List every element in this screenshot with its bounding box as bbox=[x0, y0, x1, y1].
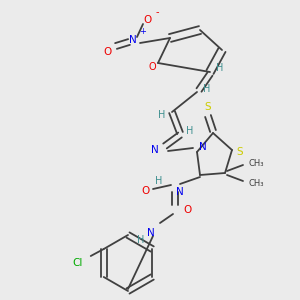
Text: N: N bbox=[129, 35, 137, 45]
Text: O: O bbox=[141, 186, 149, 196]
Text: H: H bbox=[186, 126, 194, 136]
Text: S: S bbox=[237, 147, 243, 157]
Text: H: H bbox=[203, 84, 211, 94]
Text: O: O bbox=[104, 47, 112, 57]
Text: +: + bbox=[140, 28, 146, 37]
Text: H: H bbox=[158, 110, 166, 120]
Text: CH₃: CH₃ bbox=[248, 178, 264, 188]
Text: N: N bbox=[151, 145, 159, 155]
Text: N: N bbox=[199, 142, 207, 152]
Text: H: H bbox=[155, 176, 163, 186]
Text: H: H bbox=[216, 63, 224, 73]
Text: Cl: Cl bbox=[73, 258, 83, 268]
Text: -: - bbox=[155, 7, 159, 17]
Text: CH₃: CH₃ bbox=[248, 158, 264, 167]
Text: S: S bbox=[205, 102, 211, 112]
Text: O: O bbox=[143, 15, 151, 25]
Text: H: H bbox=[137, 235, 145, 245]
Text: O: O bbox=[148, 62, 156, 72]
Text: O: O bbox=[183, 205, 191, 215]
Text: N: N bbox=[176, 187, 184, 197]
Text: N: N bbox=[147, 228, 155, 238]
